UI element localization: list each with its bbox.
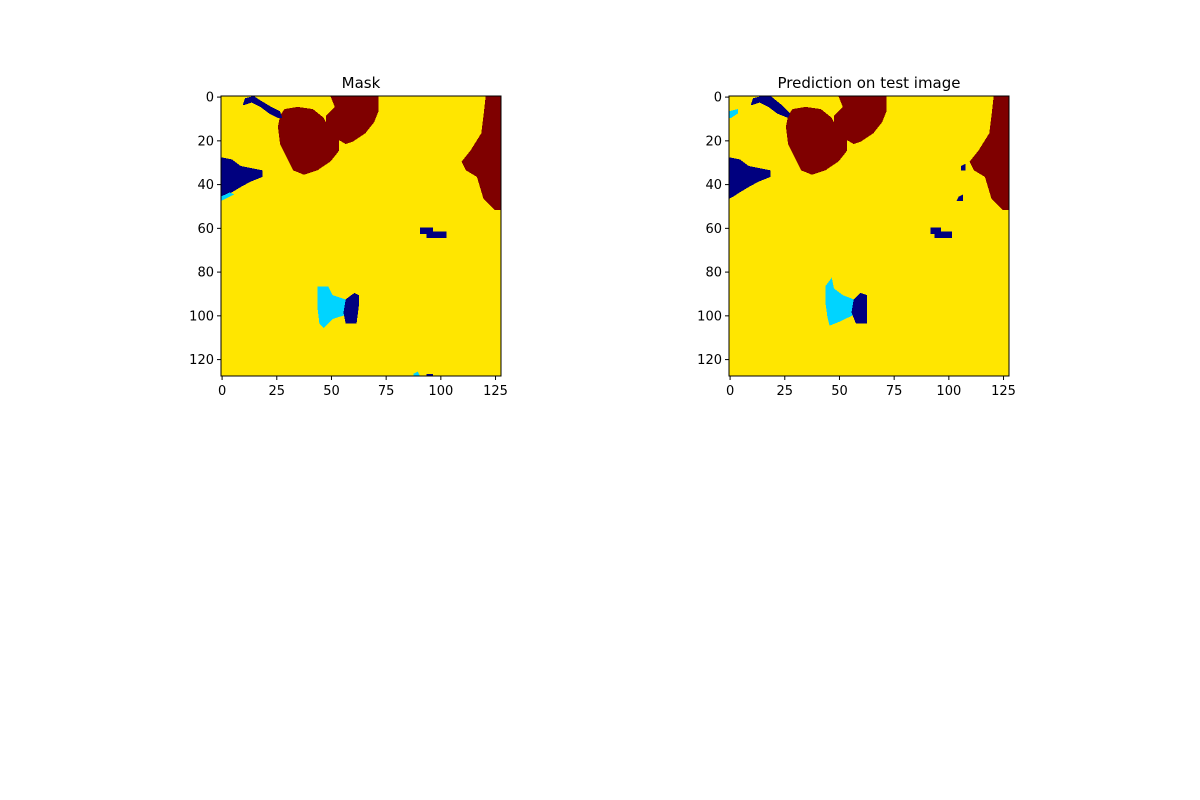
heatmap-region-dark-blue <box>221 157 263 199</box>
heatmap-region-dark-blue <box>960 163 966 171</box>
heatmap-region-dark-red <box>785 106 848 175</box>
heatmap-background <box>729 96 1009 376</box>
x-tick-label: 50 <box>831 384 848 399</box>
y-tick-label: 40 <box>705 178 722 193</box>
x-tick-label: 100 <box>936 384 961 399</box>
heatmap-region-dark-blue <box>851 292 867 324</box>
heatmap-region-dark-red <box>277 106 340 175</box>
x-tick-label: 0 <box>218 384 226 399</box>
y-tick-label: 60 <box>705 222 722 237</box>
heatmap-regions <box>729 96 1009 326</box>
heatmap-region-dark-red <box>461 96 501 210</box>
heatmap-region-light-blue <box>825 277 854 326</box>
heatmap-region-light-blue <box>317 286 346 328</box>
heatmap-region-dark-red <box>326 96 379 145</box>
heatmap-region-dark-blue <box>242 96 283 118</box>
x-tick-label: 25 <box>269 384 286 399</box>
heatmap-region-dark-blue <box>343 292 359 324</box>
x-tick-label: 125 <box>991 384 1016 399</box>
x-tick-label: 25 <box>777 384 794 399</box>
heatmap-region-dark-red <box>834 96 887 145</box>
chart-title: Prediction on test image <box>777 74 960 92</box>
y-tick-label: 20 <box>197 134 214 149</box>
heatmap-region-dark-blue <box>956 194 964 201</box>
heatmap-region-dark-red <box>969 96 1009 210</box>
heatmap-panel-1: Mask 0 25 50 75 100 125 0 20 40 60 80 100 120 <box>189 74 508 399</box>
heatmap-background <box>221 96 501 376</box>
heatmap-panel-2: Prediction on test image 0 25 50 75 100 125 0 20… <box>697 74 1016 399</box>
x-tick-label: 75 <box>886 384 903 399</box>
y-tick-label: 60 <box>197 222 214 237</box>
axes-frame <box>220 95 502 377</box>
heatmap-region-light-blue <box>221 192 235 201</box>
chart-title: Mask <box>342 74 381 92</box>
y-tick-label: 40 <box>197 178 214 193</box>
heatmap-region-dark-blue <box>420 227 447 239</box>
y-tick-label: 80 <box>197 266 214 281</box>
heatmap-region-dark-blue <box>729 157 771 199</box>
heatmap-regions <box>221 96 501 376</box>
y-tick-label: 20 <box>705 134 722 149</box>
heatmap-region-dark-blue <box>930 227 953 239</box>
y-tick-label: 0 <box>206 91 214 106</box>
x-tick-label: 100 <box>428 384 453 399</box>
x-tick-label: 75 <box>378 384 395 399</box>
y-tick-label: 120 <box>189 353 214 368</box>
y-tick-label: 100 <box>697 309 722 324</box>
heatmap-region-dark-blue <box>750 96 791 118</box>
y-tick-label: 100 <box>189 309 214 324</box>
y-tick-label: 0 <box>714 91 722 106</box>
axes-frame <box>728 95 1010 377</box>
heatmap-region-light-blue <box>729 109 738 118</box>
x-tick-label: 50 <box>323 384 340 399</box>
y-tick-label: 80 <box>705 266 722 281</box>
y-tick-label: 120 <box>697 353 722 368</box>
heatmap-region-dark-blue <box>426 373 434 376</box>
x-tick-label: 0 <box>726 384 734 399</box>
x-tick-label: 125 <box>483 384 508 399</box>
heatmap-region-light-blue <box>413 371 421 376</box>
